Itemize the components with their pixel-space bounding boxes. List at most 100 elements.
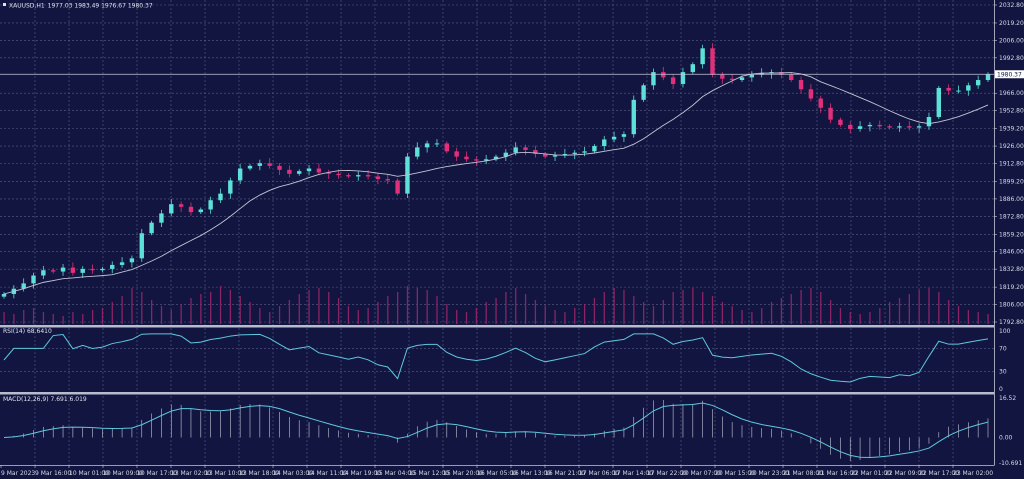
- candle: [828, 103, 833, 124]
- volume-bar: [91, 310, 94, 324]
- candle: [316, 163, 322, 176]
- ohlc-label: 1977.03 1983.49 1976.67 1980.37: [48, 3, 153, 10]
- candle-body: [651, 72, 656, 86]
- candle-body: [916, 126, 922, 128]
- volume-bar: [869, 312, 871, 324]
- candle: [198, 207, 203, 215]
- candle-body: [641, 85, 646, 100]
- volume-bar: [652, 306, 655, 324]
- candle: [729, 74, 735, 84]
- grid: [0, 0, 994, 465]
- candle-body: [51, 270, 56, 272]
- volume-bar: [298, 294, 300, 324]
- candle-body: [552, 155, 558, 157]
- volume-bar: [583, 304, 586, 324]
- candle: [592, 144, 597, 154]
- candle: [907, 121, 912, 131]
- volume-bar: [456, 310, 458, 324]
- candle: [464, 151, 469, 163]
- panel-separator[interactable]: [0, 392, 994, 395]
- volume-bar: [564, 312, 566, 324]
- volume-bar: [141, 292, 143, 324]
- macd-signal-line: [3, 402, 989, 459]
- volume-bar: [613, 288, 615, 324]
- panel-separator[interactable]: [0, 325, 994, 328]
- volume-bar: [672, 292, 674, 324]
- volume-bar: [170, 310, 172, 324]
- candle-body: [779, 72, 784, 75]
- time-axis-label: 13 Mar 10:00: [205, 470, 245, 477]
- candle: [661, 66, 666, 81]
- volume-bar: [879, 308, 881, 324]
- time-axis-label: 17 Mar 14:00: [613, 470, 653, 477]
- candle: [818, 95, 823, 113]
- candle: [946, 84, 951, 95]
- volume-bar: [800, 290, 802, 324]
- candle: [897, 122, 902, 132]
- candle: [749, 71, 755, 82]
- macd-axis-label: 0.00: [999, 434, 1013, 441]
- candle: [287, 165, 292, 178]
- candle: [887, 124, 892, 130]
- candle-body: [798, 80, 804, 90]
- candle-body: [867, 124, 873, 127]
- candle-body: [247, 165, 253, 169]
- volume-bar: [180, 304, 182, 324]
- time-axis-label: 17 Mar 06:00: [579, 470, 619, 477]
- candle: [110, 261, 115, 274]
- candle-body: [690, 64, 695, 73]
- candle-body: [946, 87, 951, 91]
- candle-body: [159, 213, 164, 223]
- candle-body: [661, 72, 666, 78]
- time-axis-label: 16 Mar 21:00: [545, 470, 585, 477]
- candle-body: [356, 175, 361, 177]
- volume-bar: [633, 296, 635, 324]
- time-axis-label: 15 Mar 12:00: [409, 470, 449, 477]
- volume-bar: [42, 312, 45, 324]
- candle: [523, 144, 528, 156]
- volume-bar: [72, 312, 74, 324]
- candle-body: [237, 168, 243, 181]
- time-axis-label: 9 Mar 16:00: [35, 470, 71, 477]
- symbol-label: XAUUSD,H1: [9, 3, 45, 10]
- candle-body: [297, 171, 302, 174]
- volume-bar: [485, 302, 487, 324]
- candle-body: [670, 77, 676, 84]
- candle: [916, 123, 922, 133]
- volume-bar: [859, 314, 861, 324]
- price-axis-label: 1912.80: [999, 161, 1024, 168]
- price-axis-label: 1792.80: [999, 319, 1024, 326]
- candle: [562, 148, 568, 159]
- candle: [208, 196, 213, 214]
- price-axis-label: 1819.20: [999, 284, 1024, 291]
- volume-bar: [918, 290, 920, 324]
- candle: [838, 117, 843, 127]
- price-axis-label: 1966.00: [999, 90, 1024, 97]
- candle-body: [543, 153, 548, 157]
- candle-body: [710, 48, 715, 75]
- candle: [700, 44, 705, 69]
- candle-body: [365, 175, 371, 177]
- volume-bar: [977, 312, 979, 324]
- candle: [149, 220, 154, 236]
- time-axis-label: 10 Mar 17:00: [137, 470, 177, 477]
- candle: [533, 145, 538, 158]
- volume-bar: [938, 292, 940, 324]
- candle: [808, 84, 814, 102]
- volume-bar: [839, 308, 842, 324]
- candle: [356, 171, 361, 181]
- time-axis-label: 15 Mar 20:00: [443, 470, 483, 477]
- candle: [552, 151, 558, 161]
- price-axis-label: 1992.80: [999, 55, 1024, 62]
- volume-bar: [200, 294, 202, 324]
- candle: [1, 292, 7, 299]
- volume-bar: [259, 308, 261, 324]
- time-axis-label: 21 Mar 16:00: [817, 470, 857, 477]
- candle: [70, 262, 76, 276]
- candle: [31, 272, 36, 289]
- candle-body: [592, 146, 597, 152]
- macd-panel: 16.52 0.00 -10.691: [3, 395, 1022, 467]
- candle-body: [228, 180, 233, 194]
- rsi-label: RSI(14) 68.6410: [3, 328, 52, 335]
